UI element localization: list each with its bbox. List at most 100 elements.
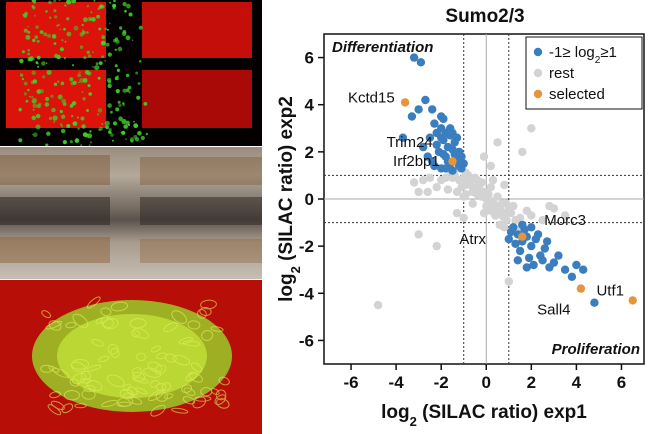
green-cell bbox=[39, 89, 44, 94]
y-tick-label: 4 bbox=[305, 96, 315, 115]
data-point bbox=[448, 128, 457, 138]
green-cell bbox=[53, 0, 57, 3]
green-cell bbox=[77, 127, 80, 130]
data-point bbox=[486, 183, 495, 192]
cell-outline bbox=[178, 336, 193, 345]
x-tick-label: 0 bbox=[482, 373, 491, 392]
green-cell bbox=[87, 54, 92, 58]
green-cell bbox=[37, 65, 40, 68]
green-cell bbox=[98, 61, 103, 65]
data-point bbox=[529, 260, 538, 270]
green-cell bbox=[45, 62, 48, 64]
series-selected bbox=[400, 98, 637, 305]
cell-outline bbox=[210, 326, 224, 332]
green-cell bbox=[53, 42, 57, 45]
green-cell bbox=[54, 53, 59, 59]
gene-label: Kctd15 bbox=[348, 89, 395, 106]
y-axis-ticks: 6 4 2 0 -2 -4 -6 bbox=[299, 49, 324, 350]
cell-outline bbox=[192, 396, 207, 409]
green-cell bbox=[21, 77, 25, 81]
data-point bbox=[414, 187, 423, 197]
green-cell bbox=[81, 124, 86, 129]
data-point bbox=[468, 187, 477, 197]
cell-outline bbox=[72, 313, 89, 328]
data-points bbox=[373, 53, 637, 310]
cell-outline bbox=[127, 396, 143, 405]
green-cell bbox=[90, 11, 93, 14]
cell-outline bbox=[163, 393, 174, 400]
green-cell bbox=[23, 28, 28, 33]
green-cell bbox=[45, 143, 49, 146]
legend-label-selected: selected bbox=[549, 86, 605, 103]
green-cell bbox=[41, 61, 46, 66]
data-point bbox=[560, 211, 570, 220]
green-cell bbox=[53, 120, 56, 123]
green-cell bbox=[31, 115, 37, 121]
green-cell bbox=[66, 17, 70, 21]
gene-label: Utf1 bbox=[596, 283, 624, 300]
cell-outline bbox=[132, 376, 149, 384]
cell-outline bbox=[132, 371, 146, 382]
green-cell bbox=[111, 139, 114, 142]
green-cell bbox=[123, 124, 128, 129]
cell-outline bbox=[199, 306, 212, 317]
cell-outline bbox=[181, 384, 193, 394]
x-tick-label: -6 bbox=[343, 373, 358, 392]
data-point bbox=[518, 147, 527, 157]
green-cell bbox=[80, 116, 85, 121]
cell-outline bbox=[132, 327, 149, 339]
green-cell bbox=[98, 27, 102, 31]
data-point bbox=[448, 157, 457, 166]
cell-outline bbox=[61, 403, 74, 414]
cell-outline bbox=[163, 322, 178, 333]
green-cell bbox=[51, 34, 57, 39]
green-cell bbox=[66, 124, 71, 128]
green-cell bbox=[107, 52, 112, 57]
green-cell bbox=[64, 4, 67, 7]
gene-annotations: Kctd15 Trim24 Irf2bp1 Morc3 Atrx Sall4 Utf1 bbox=[348, 89, 624, 318]
cell-outline bbox=[136, 352, 146, 362]
cell-outline bbox=[49, 391, 61, 399]
green-cell bbox=[108, 131, 112, 134]
cell-outline bbox=[83, 385, 96, 393]
data-point bbox=[504, 204, 513, 213]
cell-outline bbox=[65, 321, 77, 329]
green-cell bbox=[97, 7, 101, 10]
cell-outline bbox=[71, 372, 87, 385]
data-point bbox=[502, 216, 511, 225]
y-tick-label: 6 bbox=[305, 49, 314, 68]
data-point bbox=[428, 105, 437, 114]
green-cell bbox=[31, 98, 37, 104]
green-cell bbox=[78, 71, 81, 74]
data-point bbox=[579, 265, 588, 274]
green-cell bbox=[43, 32, 48, 37]
legend: -1≥ log2≥1 rest selected bbox=[525, 36, 643, 110]
green-cell bbox=[73, 25, 79, 31]
green-cell bbox=[59, 28, 62, 31]
data-point bbox=[407, 112, 417, 121]
cell-outline bbox=[41, 310, 52, 319]
green-cell bbox=[27, 30, 31, 34]
cell-outline bbox=[171, 310, 188, 324]
green-cell bbox=[122, 88, 127, 93]
data-point bbox=[515, 246, 525, 256]
cell-outline bbox=[155, 391, 168, 402]
cell-outline bbox=[150, 345, 161, 353]
green-cell bbox=[109, 22, 111, 25]
green-cell bbox=[117, 46, 123, 52]
cell-outline bbox=[69, 378, 80, 387]
data-point bbox=[527, 124, 536, 133]
green-cell bbox=[81, 91, 84, 93]
data-point bbox=[452, 187, 462, 197]
cell-outline bbox=[218, 376, 230, 386]
green-cell bbox=[88, 92, 92, 96]
green-cell bbox=[79, 32, 84, 37]
green-cell bbox=[83, 17, 88, 23]
green-cell bbox=[46, 131, 51, 136]
data-point bbox=[473, 175, 482, 185]
data-point bbox=[479, 208, 489, 218]
data-point bbox=[419, 175, 428, 185]
green-cell bbox=[108, 128, 112, 132]
cell-outline bbox=[182, 340, 201, 347]
green-cell bbox=[145, 132, 148, 136]
